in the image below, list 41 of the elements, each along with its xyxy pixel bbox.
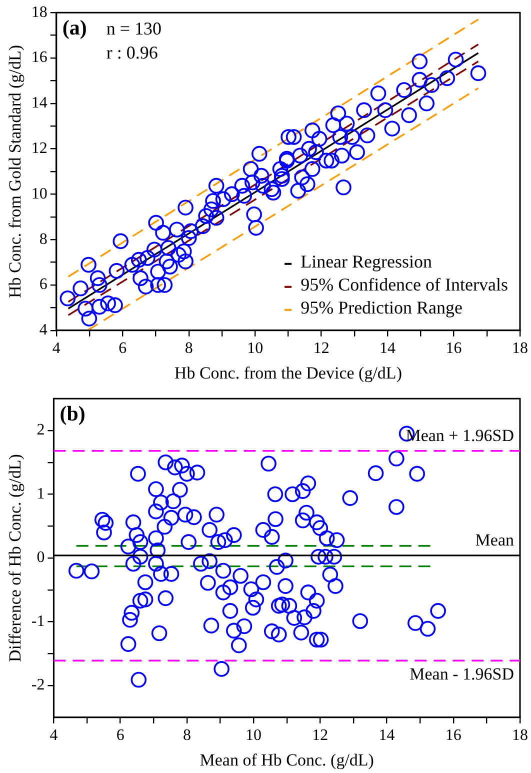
x-tick-label: 10: [246, 727, 262, 744]
x-tick-label: 8: [182, 727, 191, 744]
annotation: r : 0.96: [106, 42, 158, 62]
x-tick-label: 16: [446, 340, 462, 358]
legend-label: 95% Prediction Range: [300, 298, 463, 318]
y-tick-label: 1: [36, 485, 45, 502]
x-tick-label: 6: [118, 340, 127, 358]
legend-label: 95% Confidence of Intervals: [300, 274, 508, 295]
y-tick-label: 6: [39, 276, 48, 294]
x-tick-label: 6: [116, 727, 124, 744]
x-tick-label: 14: [380, 340, 396, 358]
y-tick-label: 2: [36, 422, 45, 439]
ref-line-label: Mean - 1.96SD: [410, 664, 514, 684]
y-tick-label: 8: [39, 230, 48, 248]
y-tick-label: 16: [31, 49, 48, 66]
annotation: n = 130: [106, 18, 162, 38]
x-tick-label: 4: [52, 340, 60, 358]
annotation: (b): [60, 402, 86, 426]
x-tick-label: 18: [512, 340, 528, 358]
y-tick-label: 14: [31, 94, 48, 112]
y-tick-label: 4: [39, 322, 48, 339]
x-tick-label: 12: [312, 727, 328, 744]
y-tick-label: 0: [36, 549, 45, 566]
x-tick-label: 8: [184, 340, 193, 358]
y-tick-label: 18: [31, 4, 48, 21]
x-axis-title: Hb Conc. from the Device (g/dL): [174, 363, 402, 382]
x-tick-label: 16: [445, 727, 462, 744]
y-axis-title: Hb Conc. from Gold Standard (g/dL): [6, 44, 25, 298]
y-tick-label: -1: [31, 612, 45, 630]
y-tick-label: 10: [31, 185, 48, 202]
ref-line-label: Mean: [475, 530, 514, 550]
y-tick-label: 12: [31, 140, 48, 158]
x-axis-title: Mean of Hb Conc. (g/dL): [200, 750, 374, 770]
x-tick-label: 12: [313, 340, 330, 358]
x-tick-label: 10: [247, 340, 264, 358]
y-axis-title: Difference of Hb Conc. (g/dL): [6, 454, 25, 662]
legend-label: Linear Regression: [300, 252, 432, 272]
annotation: (a): [62, 16, 87, 40]
x-tick-label: 14: [378, 727, 395, 744]
x-tick-label: 18: [512, 727, 528, 744]
y-tick-label: -2: [31, 676, 45, 694]
